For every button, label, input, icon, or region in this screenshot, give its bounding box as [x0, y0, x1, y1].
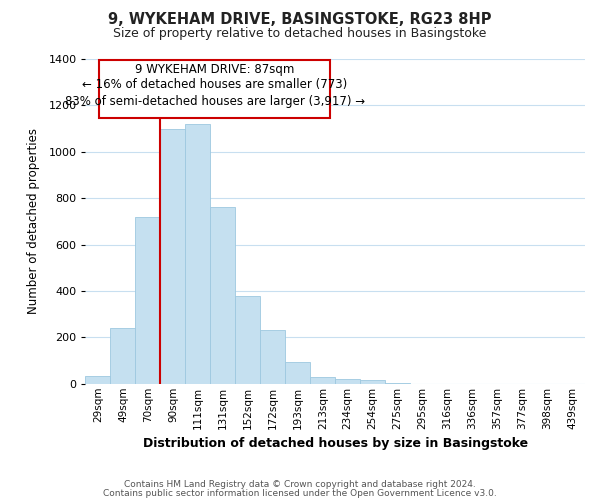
Bar [235, 296, 260, 384]
Text: Contains HM Land Registry data © Crown copyright and database right 2024.: Contains HM Land Registry data © Crown c… [124, 480, 476, 489]
Bar [385, 382, 410, 384]
Bar [110, 328, 136, 384]
Text: 9, WYKEHAM DRIVE, BASINGSTOKE, RG23 8HP: 9, WYKEHAM DRIVE, BASINGSTOKE, RG23 8HP [108, 12, 492, 28]
Y-axis label: Number of detached properties: Number of detached properties [27, 128, 40, 314]
Text: Size of property relative to detached houses in Basingstoke: Size of property relative to detached ho… [113, 28, 487, 40]
Bar [85, 376, 110, 384]
Text: Contains public sector information licensed under the Open Government Licence v3: Contains public sector information licen… [103, 488, 497, 498]
Bar [185, 124, 211, 384]
Bar [310, 377, 335, 384]
Bar [211, 208, 235, 384]
Bar [360, 380, 385, 384]
Bar [160, 128, 185, 384]
Bar [335, 379, 360, 384]
Text: 83% of semi-detached houses are larger (3,917) →: 83% of semi-detached houses are larger (… [65, 96, 365, 108]
X-axis label: Distribution of detached houses by size in Basingstoke: Distribution of detached houses by size … [143, 437, 528, 450]
Bar [260, 330, 285, 384]
FancyBboxPatch shape [99, 60, 330, 118]
Text: ← 16% of detached houses are smaller (773): ← 16% of detached houses are smaller (77… [82, 78, 347, 91]
Bar [136, 216, 160, 384]
Text: 9 WYKEHAM DRIVE: 87sqm: 9 WYKEHAM DRIVE: 87sqm [135, 63, 295, 76]
Bar [285, 362, 310, 384]
